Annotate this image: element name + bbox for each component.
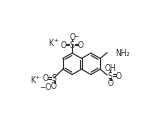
- Text: O: O: [116, 71, 122, 80]
- Text: O: O: [60, 40, 66, 49]
- Text: +: +: [35, 75, 40, 80]
- Text: K: K: [48, 39, 53, 47]
- Text: −: −: [73, 33, 79, 38]
- Text: OH: OH: [104, 63, 116, 72]
- Text: +: +: [53, 38, 58, 42]
- Text: S: S: [52, 74, 56, 83]
- Text: O: O: [51, 82, 57, 90]
- Text: K: K: [30, 76, 35, 85]
- Text: O: O: [107, 79, 113, 88]
- Text: O: O: [42, 74, 48, 83]
- Text: S: S: [108, 71, 113, 80]
- Text: NH₂: NH₂: [115, 49, 130, 58]
- Text: O: O: [78, 40, 84, 49]
- Text: −O: −O: [39, 82, 51, 91]
- Text: S: S: [70, 40, 75, 49]
- Text: O: O: [69, 33, 75, 42]
